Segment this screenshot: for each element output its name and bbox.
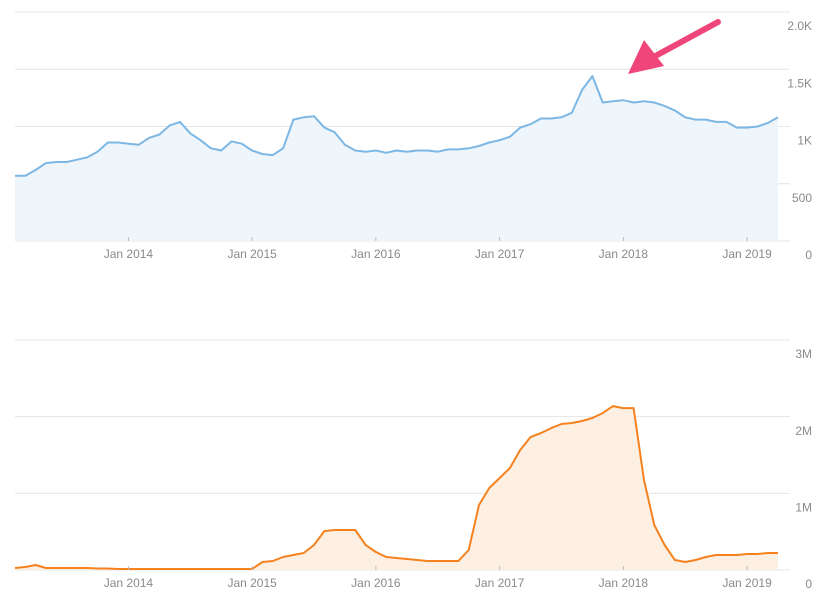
line [14, 405, 778, 570]
y-tick-label: 2M [795, 424, 812, 438]
x-tick-label: Jan 2017 [475, 576, 525, 590]
area-fill [15, 406, 778, 570]
x-tick-label: Jan 2018 [599, 576, 649, 590]
y-tick-label: 1K [797, 134, 812, 148]
x-tick-label: Jan 2016 [351, 576, 401, 590]
y-tick-label: 0 [805, 248, 812, 262]
y-tick-label: 2.0K [787, 19, 812, 33]
x-tick-label: Jan 2014 [104, 576, 154, 590]
annotation-arrow [628, 19, 721, 74]
x-tick-label: Jan 2015 [227, 576, 277, 590]
y-tick-label: 0 [805, 577, 812, 591]
x-tick-label: Jan 2019 [722, 576, 772, 590]
charts: 0 500 1K 1.5K 2.0K Jan 2014 Jan 2015 Jan 2016 Ja… [14, 11, 812, 591]
y-tick-label: 3M [795, 347, 812, 361]
area-fill [15, 76, 778, 241]
y-tick-label: 500 [792, 191, 812, 205]
y-tick-label: 1M [795, 501, 812, 515]
x-tick-label: Jan 2017 [475, 247, 525, 261]
x-tick-label: Jan 2018 [599, 247, 649, 261]
y-tick-label: 1.5K [787, 76, 812, 90]
x-tick-label: Jan 2019 [722, 247, 772, 261]
x-tick-label: Jan 2016 [351, 247, 401, 261]
x-tick-label: Jan 2014 [104, 247, 154, 261]
x-tick-label: Jan 2015 [227, 247, 277, 261]
line [15, 75, 779, 177]
